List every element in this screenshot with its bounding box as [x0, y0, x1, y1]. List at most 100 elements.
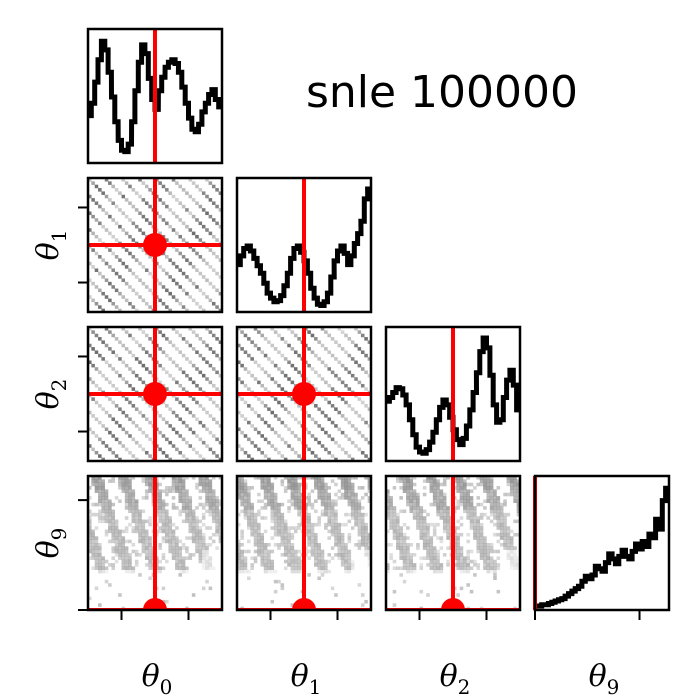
density-cell [253, 526, 258, 530]
density-cell [324, 430, 328, 435]
density-cell [191, 430, 196, 435]
density-cell [141, 496, 146, 500]
density-cell [317, 457, 321, 461]
density-cell [218, 373, 222, 378]
density-cell [330, 437, 335, 442]
density-cell [168, 522, 172, 527]
density-cell [270, 499, 275, 503]
density-cell [208, 330, 213, 334]
density-cell [131, 337, 136, 341]
density-cell [131, 353, 136, 358]
density-cell [277, 383, 281, 388]
density-cell [479, 502, 484, 507]
density-cell [98, 255, 102, 259]
density-cell [337, 489, 342, 493]
density-cell [439, 539, 444, 544]
density-cell [148, 489, 152, 493]
density-cell [215, 221, 219, 226]
density-cell [253, 476, 258, 480]
density-cell [88, 295, 92, 299]
density-cell [201, 506, 206, 510]
density-cell [357, 486, 362, 490]
density-cell [503, 536, 507, 540]
density-cell [124, 529, 129, 534]
density-cell [357, 543, 362, 547]
density-cell [287, 479, 291, 483]
density-cell [469, 516, 474, 520]
density-cell [94, 502, 99, 507]
density-cell [114, 539, 119, 544]
density-cell [426, 536, 430, 540]
density-cell [327, 502, 331, 507]
density-cell [165, 539, 169, 544]
density-cell [483, 543, 487, 547]
density-cell [114, 522, 119, 527]
density-cell [334, 526, 338, 530]
density-cell [257, 347, 261, 351]
density-cell [320, 502, 325, 507]
density-cell [185, 308, 189, 312]
density-cell [165, 288, 169, 293]
density-cell [185, 496, 189, 500]
density-cell [513, 563, 517, 567]
density-cell [290, 486, 295, 490]
density-cell [367, 499, 371, 503]
density-cell [496, 566, 501, 570]
density-cell [317, 486, 321, 490]
density-cell [161, 301, 166, 306]
density-cell [367, 549, 371, 554]
density-cell [211, 285, 216, 289]
density-cell [503, 529, 507, 534]
density-cell [396, 546, 400, 550]
density-cell [128, 218, 132, 222]
density-cell [416, 516, 420, 520]
density-cell [463, 492, 467, 497]
density-cell [357, 414, 362, 418]
density-cell [128, 184, 132, 189]
x-axis-label-1: θ1 [291, 659, 322, 699]
density-cell [337, 532, 342, 537]
density-cell [389, 512, 393, 517]
density-cell [399, 476, 403, 480]
density-cell [386, 489, 390, 493]
density-cell [141, 397, 146, 401]
density-cell [211, 400, 216, 405]
density-cell [499, 522, 504, 527]
density-cell [134, 291, 139, 296]
density-cell [350, 476, 355, 480]
density-cell [88, 549, 92, 554]
density-cell [94, 251, 99, 256]
density-cell [367, 556, 371, 560]
density-cell [94, 400, 99, 405]
density-cell [148, 559, 152, 564]
density-cell [283, 407, 288, 411]
density-cell [283, 536, 288, 540]
density-cell [327, 417, 331, 421]
density-cell [118, 308, 122, 312]
density-cell [148, 522, 152, 527]
density-cell [247, 502, 251, 507]
density-cell [340, 522, 345, 527]
density-cell [364, 387, 368, 391]
density-cell [280, 586, 285, 591]
density-cell [128, 556, 132, 560]
density-cell [175, 526, 179, 530]
density-cell [436, 479, 440, 483]
density-cell [280, 502, 285, 507]
density-cell [516, 496, 520, 500]
density-cell [406, 559, 410, 564]
density-cell [178, 556, 182, 560]
density-cell [171, 502, 176, 507]
density-cell [191, 532, 196, 537]
density-cell [134, 522, 139, 527]
density-cell [88, 377, 92, 381]
density-cell [297, 492, 301, 497]
density-cell [91, 482, 95, 487]
density-cell [175, 482, 179, 487]
density-cell [148, 563, 152, 567]
density-cell [237, 556, 241, 560]
density-cell [205, 476, 209, 480]
density-cell [402, 479, 407, 483]
density-cell [406, 496, 410, 500]
density-cell [240, 556, 244, 560]
